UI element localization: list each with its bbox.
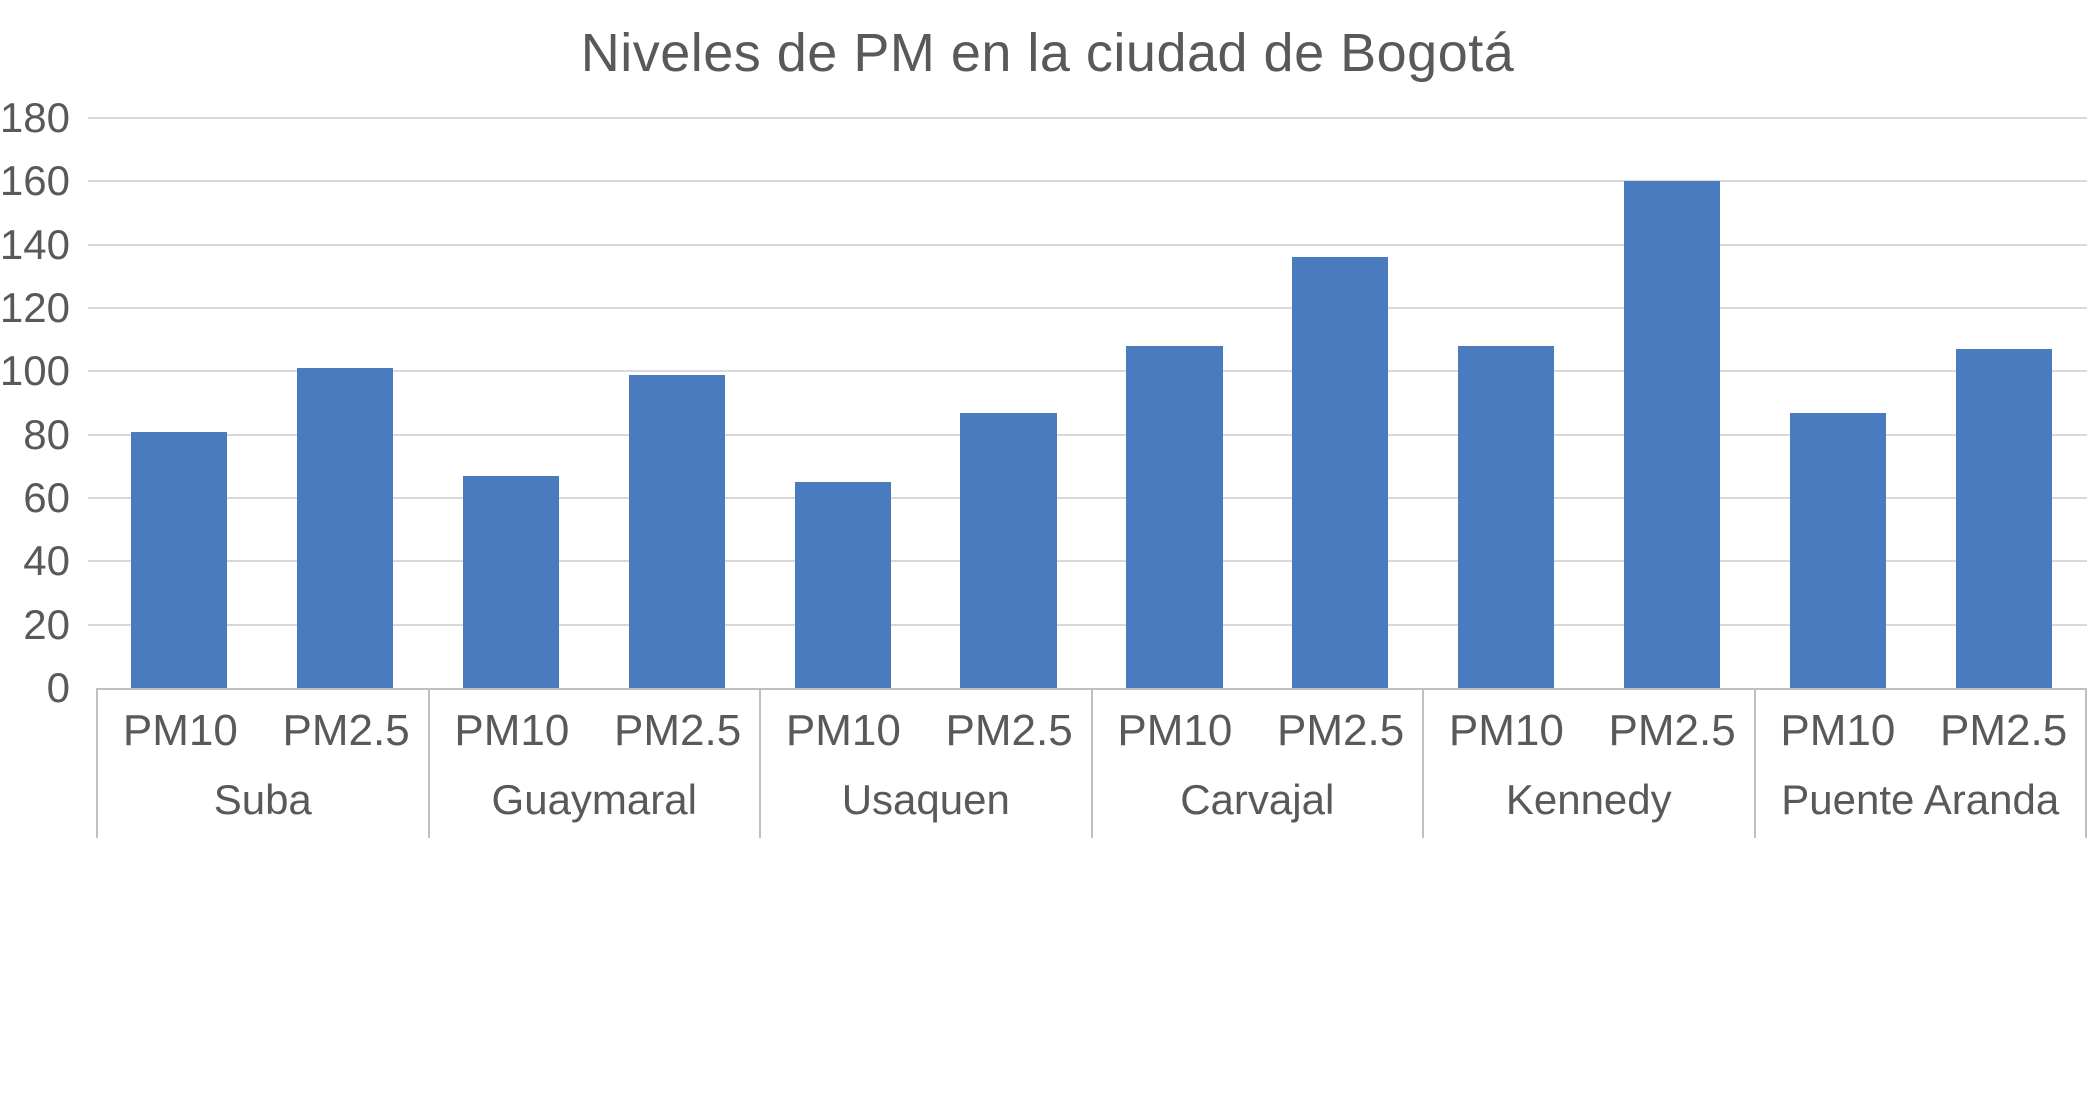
x-tick-label-kennedy-pm25: PM2.5 [1608,706,1736,755]
bar-group-carvajal [1091,118,1423,688]
x-axis-group-carvajal: PM10 PM2.5 Carvajal [1090,690,1423,838]
x-group-label-usaquen: Usaquen [841,776,1010,823]
bar-group-guaymaral [428,118,760,688]
x-tick-label-usaquen-pm10: PM10 [785,706,901,755]
gridline-100 [88,370,2087,373]
gridline-40 [88,560,2087,563]
bar-carvajal-pm10 [1126,346,1223,688]
bar-usaquen-pm25 [960,412,1057,688]
plot-area [88,117,2087,688]
y-tick-label-140: 140 [0,220,70,268]
y-tick-label-120: 120 [0,284,70,331]
x-group-label-kennedy: Kennedy [1505,776,1672,823]
gridline-180 [88,117,2087,119]
x-tick-row-suba: PM10 PM2.5 [98,690,428,756]
x-tick-label-guaymaral-pm25: PM2.5 [614,706,742,755]
x-tick-label-puente-aranda-pm25: PM2.5 [1940,706,2068,755]
gridlines [88,117,2087,688]
y-tick-label-0: 0 [46,664,70,711]
x-tick-label-carvajal-pm10: PM10 [1117,706,1233,755]
x-group-label-guaymaral: Guaymaral [491,776,697,823]
x-axis-group-puente-aranda: PM10 PM2.5 Puente Aranda [1753,690,2087,838]
y-tick-label-20: 20 [23,600,70,648]
x-group-label-puente-aranda: Puente Aranda [1781,776,2060,823]
bar-group-puente-aranda [1755,118,2087,688]
x-axis: PM10 PM2.5 Suba PM10 PM2.5 Guaymaral PM10 PM2.5… [96,688,2087,838]
y-axis: 0 20 40 60 80 100 120 140 160 180 [0,97,86,709]
x-tick-row-kennedy: PM10 PM2.5 [1424,690,1754,756]
x-tick-row-carvajal: PM10 PM2.5 [1093,690,1423,756]
gridline-20 [88,623,2087,626]
x-axis-group-kennedy: PM10 PM2.5 Kennedy [1422,690,1754,838]
x-tick-row-puente-aranda: PM10 PM2.5 [1756,690,2086,756]
bars [96,118,2087,688]
y-tick-label-40: 40 [23,537,70,585]
bar-group-usaquen [760,118,1092,688]
y-tick-label-100: 100 [0,347,70,395]
bar-group-suba [96,118,428,688]
y-tick-label-160: 160 [0,157,70,205]
x-tick-row-usaquen: PM10 PM2.5 [761,690,1091,756]
x-tick-label-suba-pm25: PM2.5 [282,706,410,755]
x-tick-label-usaquen-pm25: PM2.5 [945,706,1073,755]
x-tick-label-carvajal-pm25: PM2.5 [1277,706,1405,755]
x-axis-group-suba: PM10 PM2.5 Suba [96,690,428,838]
y-tick-label-80: 80 [23,410,70,458]
gridline-120 [88,307,2087,309]
x-group-label-suba: Suba [213,776,312,823]
y-tick-label-180: 180 [0,94,70,141]
bar-carvajal-pm25 [1292,257,1389,688]
x-tick-label-puente-aranda-pm10: PM10 [1780,706,1896,755]
x-tick-label-suba-pm10: PM10 [122,706,238,755]
y-tick-label-60: 60 [23,474,70,521]
bar-group-kennedy [1423,118,1755,688]
bar-suba-pm10 [130,431,228,688]
chart-title: Niveles de PM en la ciudad de Bogotá [580,23,1515,83]
bar-puente-aranda-pm25 [1955,349,2053,688]
x-axis-group-usaquen: PM10 PM2.5 Usaquen [759,690,1091,838]
gridline-60 [88,497,2087,499]
x-tick-label-guaymaral-pm10: PM10 [454,706,570,755]
x-tick-row-guaymaral: PM10 PM2.5 [430,690,760,756]
bar-suba-pm25 [296,368,393,688]
x-group-label-carvajal: Carvajal [1180,776,1335,823]
gridline-140 [88,243,2087,246]
bar-guaymaral-pm25 [628,374,725,688]
bar-guaymaral-pm10 [462,475,559,688]
bar-kennedy-pm25 [1624,181,1721,688]
x-axis-group-guaymaral: PM10 PM2.5 Guaymaral [427,690,760,838]
bar-kennedy-pm10 [1458,346,1555,688]
bar-usaquen-pm10 [794,482,891,688]
gridline-160 [88,180,2087,183]
x-tick-label-kennedy-pm10: PM10 [1448,706,1564,755]
bar-puente-aranda-pm10 [1789,412,1887,688]
gridline-80 [88,433,2087,436]
